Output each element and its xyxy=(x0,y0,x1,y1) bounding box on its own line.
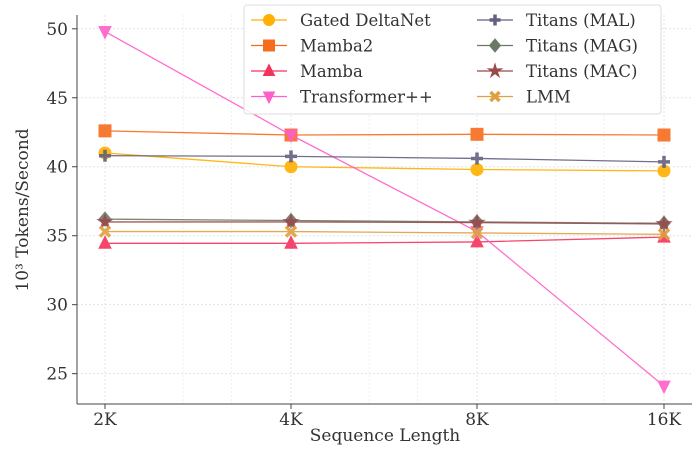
y-axis-label: 10³ Tokens/Second xyxy=(13,128,33,291)
data-point-star xyxy=(282,212,300,230)
axes xyxy=(76,15,692,405)
x-tick-label: 16K xyxy=(647,410,682,430)
data-point-plus xyxy=(658,155,670,168)
data-point-triangle-up xyxy=(262,63,276,76)
legend-item: Gated DeltaNet xyxy=(251,11,431,30)
legend-item: Transformer++ xyxy=(251,88,433,107)
data-point-x xyxy=(98,225,112,238)
legend: Gated DeltaNet Mamba2 Mamba Transformer++ Ti… xyxy=(243,4,662,115)
data-point-circle xyxy=(470,162,484,176)
data-point-x xyxy=(657,228,671,241)
legend-label: Transformer++ xyxy=(300,88,433,107)
legend-label: Titans (MAC) xyxy=(526,62,637,81)
legend-item: Titans (MAL) xyxy=(477,11,636,30)
series-titans-mac xyxy=(96,212,673,232)
series-line xyxy=(105,236,665,244)
data-point-triangle-up xyxy=(284,235,298,249)
data-point-star xyxy=(486,62,504,79)
data-point-square xyxy=(263,39,275,52)
data-point-circle xyxy=(263,14,275,26)
y-tick-label: 35 xyxy=(46,227,68,247)
y-tick-label: 40 xyxy=(46,158,68,178)
legend-item: Titans (MAC) xyxy=(477,62,637,81)
x-tick-label: 8K xyxy=(465,410,489,430)
data-point-plus xyxy=(285,150,297,163)
data-point-square xyxy=(657,128,671,142)
series-line xyxy=(104,155,665,163)
series-line xyxy=(105,221,665,225)
data-point-triangle-up xyxy=(470,233,484,248)
series-lmm xyxy=(98,225,671,241)
series-line xyxy=(104,218,665,224)
legend-label: Titans (MAG) xyxy=(526,37,638,56)
legend-label: Titans (MAL) xyxy=(526,11,636,30)
legend-item: LMM xyxy=(477,88,571,107)
series-line xyxy=(104,152,665,172)
legend-item: Mamba xyxy=(251,62,363,81)
series-gated-deltanet xyxy=(98,146,671,178)
data-point-star xyxy=(655,214,673,232)
data-point-circle xyxy=(284,160,298,174)
legend-label: LMM xyxy=(526,88,571,107)
data-point-triangle-down xyxy=(98,26,112,40)
y-tick-label: 25 xyxy=(46,365,68,385)
data-point-square xyxy=(470,127,484,141)
legend-label: Mamba2 xyxy=(300,37,373,56)
series-line xyxy=(104,30,665,387)
x-tick-label: 2K xyxy=(93,410,117,430)
legend-box xyxy=(243,4,662,115)
data-point-diamond xyxy=(488,38,502,53)
x-tick-label: 4K xyxy=(279,410,303,430)
y-tick-label: 45 xyxy=(46,89,68,109)
data-point-x xyxy=(489,90,501,103)
data-point-triangle-up xyxy=(98,235,112,249)
x-axis-label: Sequence Length xyxy=(310,426,461,446)
data-point-triangle-down xyxy=(284,129,298,144)
data-point-triangle-down xyxy=(657,380,671,395)
legend-item: Mamba2 xyxy=(251,37,373,56)
data-point-plus xyxy=(471,152,483,165)
data-point-x xyxy=(284,225,298,238)
series-titans-mag xyxy=(98,211,671,232)
legend-label: Gated DeltaNet xyxy=(300,11,431,30)
legend-label: Mamba xyxy=(300,62,363,81)
data-point-triangle-down xyxy=(262,91,276,105)
data-point-plus xyxy=(99,149,111,162)
data-point-x xyxy=(470,226,484,240)
series-mamba2 xyxy=(98,124,671,142)
data-point-star xyxy=(96,212,114,230)
series-line xyxy=(105,230,665,235)
data-point-square xyxy=(98,124,112,138)
data-point-plus xyxy=(489,14,501,26)
data-point-star xyxy=(468,213,486,231)
legend-item: Titans (MAG) xyxy=(477,37,638,56)
series-line xyxy=(104,130,665,136)
y-tick-label: 50 xyxy=(46,20,68,40)
y-tick-label: 30 xyxy=(46,296,68,316)
series-titans-mal xyxy=(99,149,670,168)
